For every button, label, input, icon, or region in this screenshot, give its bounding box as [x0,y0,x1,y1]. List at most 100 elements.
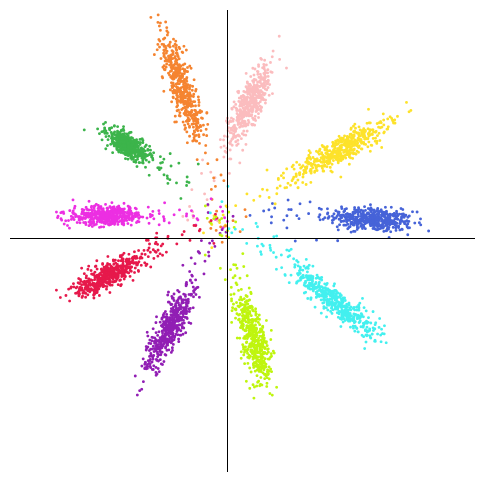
data-point [149,265,153,269]
data-point [241,313,245,317]
data-point [196,250,200,253]
data-point [400,227,404,231]
data-point [100,273,103,277]
data-point [59,211,63,215]
data-point [265,319,268,322]
data-point [136,157,139,161]
data-point [183,127,187,131]
data-point [185,316,189,319]
data-point [261,187,264,191]
data-point [186,122,190,126]
data-point [371,128,375,132]
data-point [369,203,372,207]
data-point [218,266,222,270]
data-point [171,81,175,85]
data-point [361,227,364,230]
data-point [250,320,254,324]
data-point [118,279,122,282]
data-point [178,111,182,115]
data-point [339,143,343,147]
data-point [234,140,238,144]
data-point [253,67,257,71]
data-point [123,136,126,140]
data-point [151,209,155,213]
data-point [185,214,188,218]
data-point [361,296,364,300]
data-point [257,116,260,119]
data-point [157,38,161,41]
data-point [93,204,97,207]
data-point [146,148,150,152]
data-point [98,132,101,136]
data-point [188,279,192,282]
data-point [187,113,190,117]
data-point [111,216,115,220]
data-point [189,94,193,98]
data-point [177,78,181,82]
data-point [332,212,336,216]
data-point [263,58,267,62]
data-point [136,148,140,152]
data-point [119,148,122,152]
data-point [171,44,175,48]
data-point [406,233,410,237]
data-point [148,144,152,148]
data-point [317,284,320,288]
data-point [253,102,257,106]
data-point [182,321,186,325]
data-point [366,137,369,141]
data-point [194,293,198,296]
data-point [212,179,216,183]
data-point [234,281,238,285]
data-point [168,178,172,182]
data-point [154,321,158,324]
data-point [251,331,254,334]
data-point [178,47,182,51]
data-point [236,138,240,142]
data-point [222,144,226,148]
data-point [119,266,123,270]
data-point [80,288,84,291]
data-point [230,309,234,313]
data-point [180,233,184,237]
data-point [257,313,261,317]
data-point [134,261,137,265]
data-point [116,211,120,214]
data-point [252,118,256,121]
data-point [298,163,301,167]
data-point [246,362,250,365]
data-point [210,246,214,250]
data-point [348,148,352,152]
data-point [78,287,81,291]
data-point [341,320,345,324]
data-point [196,218,200,222]
data-point [170,338,174,342]
data-point [176,326,180,330]
data-point [282,176,285,180]
data-point [162,157,166,161]
data-point [156,334,160,337]
data-point [295,259,298,262]
data-point [96,127,100,131]
data-point [177,69,181,72]
data-point [255,94,259,98]
data-point [74,213,78,217]
data-point [120,215,124,219]
data-point [362,134,366,138]
data-point [159,21,162,25]
data-point [146,334,150,338]
data-point [377,121,381,125]
data-point [357,146,361,149]
data-point [166,293,170,297]
data-point [70,218,73,221]
data-point [86,287,90,290]
data-point [360,223,364,226]
data-point [166,176,169,180]
data-point [89,205,93,209]
data-point [232,133,236,137]
data-point [97,276,101,280]
data-point [335,151,339,154]
data-point [280,266,284,270]
data-point [319,160,323,164]
data-point [246,95,249,99]
